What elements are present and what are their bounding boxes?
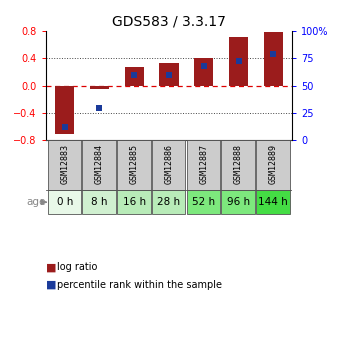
Bar: [152, 190, 185, 214]
Point: [97, 105, 102, 110]
Text: 96 h: 96 h: [227, 197, 250, 207]
Text: GSM12884: GSM12884: [95, 145, 104, 185]
Text: GSM12887: GSM12887: [199, 145, 208, 185]
Text: GSM12886: GSM12886: [165, 145, 173, 185]
Text: percentile rank within the sample: percentile rank within the sample: [57, 280, 222, 289]
Text: 28 h: 28 h: [158, 197, 180, 207]
Text: ■: ■: [46, 263, 56, 272]
Text: log ratio: log ratio: [57, 263, 98, 272]
Bar: [256, 190, 290, 214]
Bar: [229, 37, 248, 86]
Bar: [194, 58, 213, 86]
Text: GSM12888: GSM12888: [234, 145, 243, 185]
Point: [270, 51, 276, 57]
Point: [236, 58, 241, 63]
Bar: [48, 190, 81, 214]
Bar: [187, 140, 220, 190]
Text: 8 h: 8 h: [91, 197, 108, 207]
Bar: [117, 140, 151, 190]
Point: [166, 72, 172, 78]
Text: 144 h: 144 h: [258, 197, 288, 207]
Text: 16 h: 16 h: [123, 197, 146, 207]
Bar: [264, 32, 283, 86]
Text: 0 h: 0 h: [56, 197, 73, 207]
Bar: [125, 67, 144, 86]
Bar: [221, 140, 255, 190]
Point: [201, 63, 207, 69]
Bar: [55, 86, 74, 134]
Bar: [82, 190, 116, 214]
Text: ■: ■: [46, 280, 56, 289]
Text: GSM12885: GSM12885: [130, 145, 139, 185]
Text: GSM12889: GSM12889: [269, 145, 278, 185]
Text: GSM12883: GSM12883: [60, 145, 69, 185]
Text: age: age: [27, 197, 46, 207]
Point: [131, 72, 137, 78]
Bar: [187, 190, 220, 214]
Point: [62, 125, 68, 130]
Bar: [90, 86, 109, 89]
Bar: [256, 140, 290, 190]
Bar: [160, 63, 178, 86]
Text: 52 h: 52 h: [192, 197, 215, 207]
Bar: [48, 140, 81, 190]
Bar: [152, 140, 185, 190]
Bar: [117, 190, 151, 214]
Bar: [221, 190, 255, 214]
Bar: [82, 140, 116, 190]
Title: GDS583 / 3.3.17: GDS583 / 3.3.17: [112, 14, 226, 29]
